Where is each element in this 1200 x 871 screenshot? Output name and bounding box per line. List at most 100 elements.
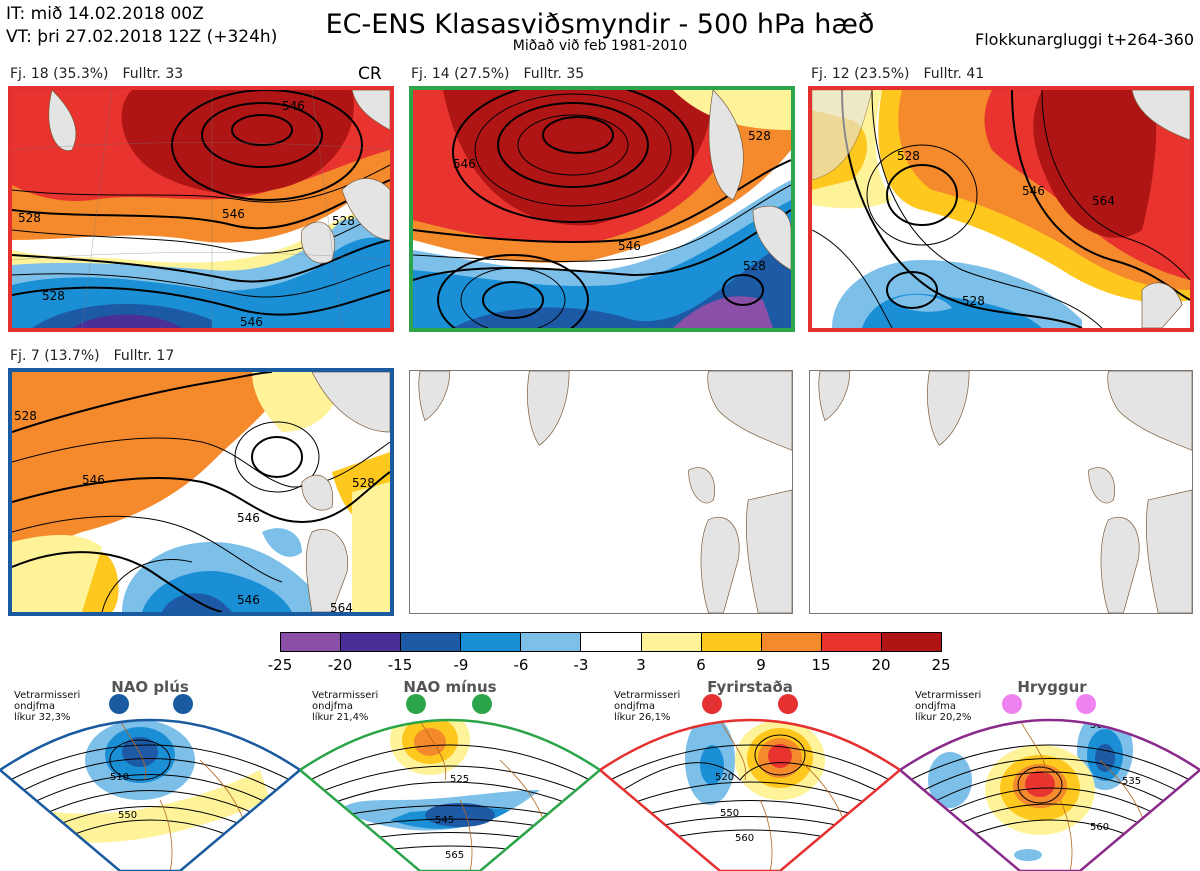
p2-label-546-b: 546 bbox=[618, 239, 641, 253]
panel-1-cluster: Fj. 18 (35.3%) bbox=[10, 66, 109, 82]
regime-1-title: NAO plús bbox=[111, 678, 189, 696]
regime-3-dot-left bbox=[702, 694, 722, 714]
cluster-map-2: 546 528 528 546 bbox=[409, 86, 795, 332]
colorbar-tick: -20 bbox=[327, 656, 353, 674]
colorbar-tick: 6 bbox=[696, 656, 706, 674]
colorbar-tick: -15 bbox=[387, 656, 413, 674]
panel-3-representative: Fulltr. 41 bbox=[923, 66, 985, 82]
cluster-map-1: 528 546 528 546 528 546 bbox=[8, 86, 394, 332]
colorbar-tick: 20 bbox=[871, 656, 891, 674]
regime-1-label-a: 510 bbox=[110, 772, 129, 783]
p1-label-546-c: 546 bbox=[282, 99, 305, 113]
p1-label-528-a: 528 bbox=[18, 211, 41, 225]
regime-2-dot-right bbox=[472, 694, 492, 714]
p4-label-546-b: 546 bbox=[237, 511, 260, 525]
colorbar-tick: 15 bbox=[811, 656, 831, 674]
regime-2-map: 525 545 565 bbox=[300, 700, 600, 871]
cluster-map-4: 528 546 546 528 546 564 bbox=[8, 368, 394, 616]
issue-time: IT: mið 14.02.2018 00Z bbox=[6, 4, 204, 24]
panel-3-label: Fj. 12 (23.5%) Fulltr. 41 bbox=[811, 66, 998, 82]
regime-4-label-c: 560 bbox=[1090, 822, 1109, 833]
empty-map-6-land bbox=[810, 371, 1192, 613]
colorbar-tick: 9 bbox=[756, 656, 766, 674]
regime-4-title: Hryggur bbox=[1017, 678, 1087, 696]
panel-1-label: Fj. 18 (35.3%) Fulltr. 33 bbox=[10, 66, 197, 82]
regime-4-fan: 505 535 560 bbox=[900, 718, 1200, 871]
p2-label-528-a: 528 bbox=[743, 259, 766, 273]
empty-map-6 bbox=[809, 370, 1193, 614]
empty-map-5 bbox=[409, 370, 793, 614]
colorbar-bin bbox=[341, 633, 402, 651]
regime-2-label-b: 545 bbox=[435, 815, 454, 826]
cluster-map-4-field: 528 546 546 528 546 564 bbox=[12, 372, 390, 612]
p4-label-546-a: 546 bbox=[82, 473, 105, 487]
regime-2-label-c: 565 bbox=[445, 850, 464, 861]
regime-1-dot-left bbox=[109, 694, 129, 714]
regime-3-fan: 520 550 560 bbox=[600, 718, 900, 871]
regime-4-dot-left bbox=[1002, 694, 1022, 714]
regime-3-label-b: 550 bbox=[720, 808, 739, 819]
regime-4-note: Vetrarmisseri ondjfma líkur 20,2% bbox=[915, 690, 982, 723]
page-subtitle: Miðað við feb 1981-2010 bbox=[512, 38, 688, 54]
regime-2-title: NAO mínus bbox=[403, 678, 497, 696]
colorbar-tick: 25 bbox=[931, 656, 951, 674]
colorbar-bin bbox=[461, 633, 522, 651]
regime-3-label-a: 520 bbox=[715, 772, 734, 783]
anomaly-colorbar bbox=[280, 632, 942, 652]
panel-2-label: Fj. 14 (27.5%) Fulltr. 35 bbox=[411, 66, 598, 82]
colorbar-bin bbox=[581, 633, 642, 651]
p1-label-546-a: 546 bbox=[222, 207, 245, 221]
p3-label-564: 564 bbox=[1092, 194, 1115, 208]
classification-window: Flokkunargluggi t+264-360 bbox=[975, 30, 1194, 49]
p4-label-546-c: 546 bbox=[237, 593, 260, 607]
valid-time: VT: þri 27.02.2018 12Z (+324h) bbox=[6, 27, 278, 47]
colorbar-bin bbox=[761, 633, 822, 651]
panel-3-cluster: Fj. 12 (23.5%) bbox=[811, 66, 910, 82]
p1-label-528-c: 528 bbox=[42, 289, 65, 303]
cluster-map-2-field: 546 528 528 546 bbox=[413, 90, 791, 328]
p4-label-564: 564 bbox=[330, 601, 353, 612]
regime-3-label-c: 560 bbox=[735, 833, 754, 844]
panel-2-representative: Fulltr. 35 bbox=[523, 66, 585, 82]
regime-1-label-b: 550 bbox=[118, 810, 137, 821]
regime-1-fan: 510 550 bbox=[0, 718, 300, 871]
panel-4-representative: Fulltr. 17 bbox=[113, 348, 175, 364]
panel-4-label: Fj. 7 (13.7%) Fulltr. 17 bbox=[10, 348, 188, 364]
colorbar-tick: -3 bbox=[573, 656, 589, 674]
cluster-map-1-field: 528 546 528 546 528 546 bbox=[12, 90, 390, 328]
colorbar-tick: -25 bbox=[267, 656, 293, 674]
cluster-map-3: 528 546 564 528 bbox=[808, 86, 1194, 332]
p1-label-546-b: 546 bbox=[240, 315, 263, 328]
regime-4-label-b: 535 bbox=[1122, 776, 1141, 787]
colorbar-bin bbox=[401, 633, 462, 651]
p3-label-528-b: 528 bbox=[962, 294, 985, 308]
panel-2-cluster: Fj. 14 (27.5%) bbox=[411, 66, 510, 82]
colorbar-bin bbox=[281, 633, 342, 651]
colorbar-tick: -6 bbox=[513, 656, 529, 674]
p3-label-528-a: 528 bbox=[897, 149, 920, 163]
regime-2-fan: 525 545 565 bbox=[300, 718, 600, 871]
colorbar-bin bbox=[521, 633, 582, 651]
regime-2-dot-left bbox=[406, 694, 426, 714]
colorbar-bin bbox=[641, 633, 702, 651]
colorbar-tick: -9 bbox=[453, 656, 469, 674]
regime-2-note: Vetrarmisseri ondjfma líkur 21,4% bbox=[312, 690, 379, 723]
panel-4-cluster: Fj. 7 (13.7%) bbox=[10, 348, 100, 364]
regime-1-dot-right bbox=[173, 694, 193, 714]
colorbar-bin bbox=[881, 633, 942, 651]
regime-3-note: Vetrarmisseri ondjfma líkur 26,1% bbox=[614, 690, 681, 723]
regime-1-map: 510 550 bbox=[0, 700, 300, 871]
cluster-map-3-field: 528 546 564 528 bbox=[812, 90, 1190, 328]
p2-label-546-a: 546 bbox=[453, 157, 476, 171]
p2-label-528-b: 528 bbox=[748, 129, 771, 143]
colorbar-bin bbox=[701, 633, 762, 651]
regime-3-map: 520 550 560 bbox=[600, 700, 900, 871]
p4-label-528-b: 528 bbox=[352, 476, 375, 490]
colorbar-bin bbox=[821, 633, 882, 651]
regime-1-note: Vetrarmisseri ondjfma líkur 32,3% bbox=[14, 690, 81, 723]
regime-4-dot-right bbox=[1076, 694, 1096, 714]
panel-1-representative: Fulltr. 33 bbox=[122, 66, 184, 82]
empty-map-5-land bbox=[410, 371, 792, 613]
regime-3-dot-right bbox=[778, 694, 798, 714]
colorbar-tick: 3 bbox=[636, 656, 646, 674]
